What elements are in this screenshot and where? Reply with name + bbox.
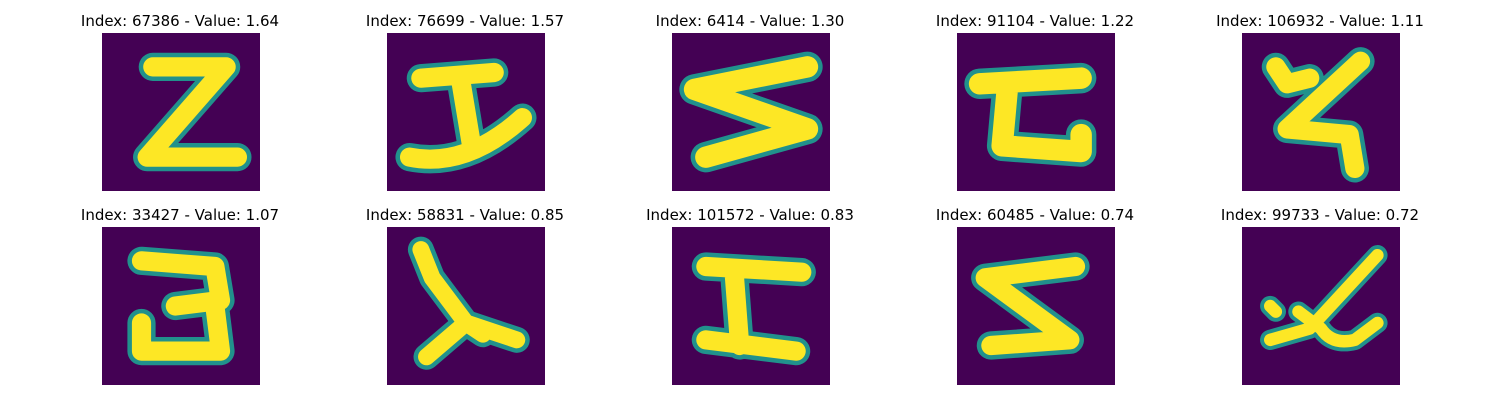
panel-title: Index: 101572 - Value: 0.83 — [646, 206, 854, 224]
panel-title: Index: 106932 - Value: 1.11 — [1216, 12, 1424, 30]
panel-title: Index: 33427 - Value: 1.07 — [80, 206, 280, 224]
handwritten-glyph-image — [387, 33, 545, 191]
handwritten-glyph-image — [1242, 33, 1400, 191]
handwritten-glyph-image — [672, 33, 830, 191]
handwritten-glyph-image — [672, 227, 830, 385]
panel-title: Index: 6414 - Value: 1.30 — [655, 12, 845, 30]
panel-title: Index: 76699 - Value: 1.57 — [365, 12, 565, 30]
panel-title: Index: 91104 - Value: 1.22 — [935, 12, 1135, 30]
panel-title: Index: 58831 - Value: 0.85 — [365, 206, 565, 224]
handwritten-glyph-image — [957, 33, 1115, 191]
handwritten-glyph-image — [387, 227, 545, 385]
panel-title: Index: 67386 - Value: 1.64 — [80, 12, 280, 30]
handwritten-glyph-image — [957, 227, 1115, 385]
panel-title: Index: 99733 - Value: 0.72 — [1220, 206, 1420, 224]
handwritten-glyph-image — [1242, 227, 1400, 385]
panel-title: Index: 60485 - Value: 0.74 — [935, 206, 1135, 224]
handwritten-glyph-image — [102, 227, 260, 385]
handwritten-glyph-image — [102, 33, 260, 191]
